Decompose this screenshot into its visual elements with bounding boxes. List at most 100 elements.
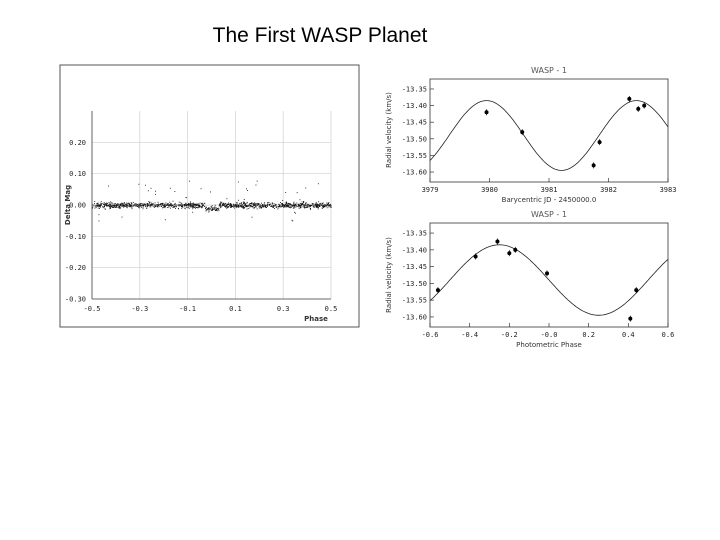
lightcurve-point: [313, 205, 315, 207]
lightcurve-point: [210, 191, 211, 193]
lightcurve-point: [256, 203, 258, 204]
lightcurve-point: [163, 206, 165, 207]
lightcurve-point: [108, 205, 109, 207]
lightcurve-point: [231, 205, 233, 207]
lightcurve-point: [155, 206, 157, 208]
lightcurve-point: [231, 206, 232, 208]
lightcurve-point: [299, 199, 301, 201]
lightcurve-point: [163, 206, 165, 208]
lightcurve-point: [299, 204, 300, 206]
lightcurve-ytick: 0.20: [69, 139, 86, 147]
lightcurve-point: [204, 202, 206, 204]
lightcurve-point: [227, 206, 228, 208]
lightcurve-point: [108, 204, 110, 206]
lightcurve-point: [164, 204, 165, 206]
lightcurve-point: [288, 204, 290, 206]
lightcurve-point: [170, 203, 172, 205]
lightcurve-point: [130, 202, 132, 204]
lightcurve-point: [238, 205, 240, 207]
lightcurve-point: [106, 202, 108, 204]
lightcurve-point: [222, 205, 224, 206]
lightcurve-point: [194, 206, 195, 208]
lightcurve-point: [128, 202, 130, 204]
lightcurve-point: [207, 208, 209, 209]
lightcurve-point: [245, 205, 247, 207]
lightcurve-point: [135, 205, 137, 207]
lightcurve-point: [219, 203, 221, 205]
lightcurve-point: [230, 206, 231, 208]
lightcurve-point: [295, 212, 296, 214]
lightcurve-point: [247, 205, 249, 207]
lightcurve-point: [229, 203, 231, 205]
lightcurve-point: [306, 203, 308, 205]
lightcurve-point: [268, 203, 270, 205]
lightcurve-point: [124, 203, 126, 205]
lightcurve-point: [225, 203, 227, 205]
lightcurve-point: [129, 203, 131, 205]
lightcurve-point: [240, 206, 242, 208]
lightcurve-point: [102, 202, 104, 204]
lightcurve-point: [144, 205, 146, 207]
lightcurve-point: [263, 204, 265, 206]
lightcurve-point: [265, 204, 266, 206]
lightcurve-point: [169, 204, 171, 206]
lightcurve-point: [212, 208, 214, 210]
lightcurve-point: [171, 204, 173, 206]
lightcurve-point: [121, 216, 123, 218]
lightcurve-point: [118, 207, 120, 209]
lightcurve-point: [168, 204, 170, 206]
lightcurve-point: [121, 202, 123, 204]
rv-phase-point: [634, 288, 639, 293]
lightcurve-point: [290, 203, 292, 205]
lightcurve-point: [100, 202, 102, 204]
lightcurve-point: [295, 203, 297, 205]
lightcurve-point: [310, 208, 311, 210]
rv-phase-xtick: -0.4: [461, 331, 478, 339]
lightcurve-point: [191, 205, 192, 207]
lightcurve-point: [277, 206, 279, 207]
lightcurve-point: [211, 205, 213, 207]
lightcurve-point: [210, 206, 212, 207]
lightcurve-point: [160, 204, 162, 206]
lightcurve-point: [298, 203, 300, 205]
rv-time-point: [627, 96, 632, 101]
lightcurve-point: [327, 204, 328, 206]
lightcurve-point: [298, 206, 300, 208]
lightcurve-point: [105, 203, 107, 205]
lightcurve-point: [258, 206, 260, 208]
lightcurve-point: [277, 208, 279, 210]
lightcurve-point: [236, 207, 238, 209]
lightcurve-point: [260, 206, 261, 208]
rv-phase-ytick: -13.35: [402, 230, 427, 238]
lightcurve-point: [188, 203, 190, 204]
lightcurve-point: [98, 214, 100, 216]
rv-time-xtick: 3982: [600, 186, 617, 194]
rv-phase-xtick: 0.4: [622, 331, 635, 339]
lightcurve-point: [280, 202, 281, 203]
lightcurve-point: [313, 204, 314, 206]
rv-phase-xtick: -0.0: [541, 331, 558, 339]
lightcurve-point: [292, 205, 294, 207]
lightcurve-point: [116, 203, 118, 205]
lightcurve-point: [253, 205, 255, 207]
lightcurve-point: [291, 205, 293, 207]
lightcurve-point: [121, 205, 123, 207]
lightcurve-point: [246, 208, 248, 210]
lightcurve-point: [142, 205, 144, 206]
lightcurve-point: [132, 204, 134, 206]
lightcurve-point: [304, 206, 306, 208]
lightcurve-point: [201, 207, 203, 209]
lightcurve-point: [192, 205, 194, 207]
lightcurve-point: [219, 202, 221, 204]
lightcurve-point: [278, 203, 280, 205]
lightcurve-point: [271, 203, 273, 205]
lightcurve-point: [304, 204, 305, 206]
rv-phase-ytick: -13.60: [402, 313, 427, 321]
rv-phase-point: [495, 239, 500, 244]
lightcurve-point: [198, 205, 200, 207]
lightcurve-point: [177, 204, 179, 206]
lightcurve-point: [259, 206, 261, 208]
lightcurve-point: [123, 206, 125, 208]
lightcurve-point: [138, 206, 140, 208]
lightcurve-point: [308, 204, 310, 206]
